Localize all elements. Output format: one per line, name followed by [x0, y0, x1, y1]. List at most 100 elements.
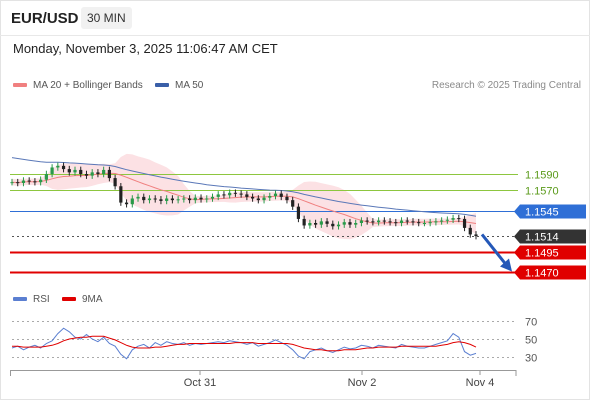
rsi-line	[11, 327, 477, 360]
candle	[273, 190, 278, 200]
candle	[405, 217, 409, 225]
candle	[182, 195, 186, 203]
candle	[451, 214, 455, 223]
candle	[262, 194, 266, 204]
candle-body	[84, 174, 89, 176]
candle	[256, 195, 260, 204]
candle	[216, 191, 220, 201]
candle-body	[256, 198, 260, 201]
candle-body	[16, 182, 20, 184]
level-label-1.1545: 1.1545	[525, 207, 559, 219]
candle	[210, 193, 215, 202]
candle-body	[44, 174, 48, 180]
candle-body	[79, 169, 83, 174]
candle-body	[417, 222, 421, 224]
rsi-9ma-line	[12, 335, 477, 352]
rsi-tick-30: 30	[525, 353, 537, 365]
candle	[222, 191, 226, 199]
candle	[354, 219, 358, 228]
candle-body	[113, 178, 117, 187]
candle-body	[130, 198, 134, 205]
candle-body	[291, 200, 295, 207]
pair-title: EUR/USD	[11, 10, 79, 27]
candle	[159, 196, 163, 205]
candle	[314, 219, 318, 228]
candle-body	[182, 198, 186, 200]
candle-body	[314, 223, 318, 225]
candle-body	[27, 180, 31, 182]
header-divider	[0, 35, 590, 36]
legend-item-rsi: RSI	[13, 294, 50, 305]
candle-body	[462, 218, 467, 228]
level-tag-1.1514	[514, 229, 586, 244]
x-tick-label-1: Nov 2	[348, 377, 377, 389]
candle	[136, 193, 140, 202]
candle-body	[187, 198, 192, 201]
candle	[233, 189, 238, 197]
legend-label-rsi: RSI	[33, 294, 50, 305]
candle	[331, 220, 335, 230]
candle-body	[193, 197, 197, 201]
legend-item-9ma: 9MA	[62, 294, 103, 305]
candle-body	[210, 196, 215, 199]
candle	[21, 177, 26, 187]
candle-body	[170, 198, 174, 201]
candle-body	[342, 222, 346, 225]
candle	[325, 218, 329, 228]
candle	[457, 214, 461, 223]
candle-body	[440, 220, 444, 222]
candle	[359, 217, 364, 227]
x-tick-label-2: Nov 4	[466, 377, 495, 389]
candle	[44, 170, 48, 183]
level-label-1.1495: 1.1495	[525, 248, 559, 260]
candle	[245, 191, 249, 201]
timeframe-button[interactable]: 30 MIN	[81, 7, 132, 29]
candle-body	[354, 223, 358, 225]
level-tag-1.1470	[514, 265, 586, 280]
candle-body	[96, 172, 100, 174]
candle-body	[239, 193, 243, 195]
candle	[365, 217, 369, 225]
candle-body	[21, 180, 26, 183]
candle	[124, 199, 129, 208]
candle	[228, 189, 232, 199]
candle	[39, 176, 43, 186]
candle-body	[50, 167, 54, 174]
level-label-1.1514: 1.1514	[525, 232, 559, 244]
trend-arrow-head	[500, 258, 512, 272]
candle	[394, 218, 398, 227]
candle-body	[67, 169, 71, 173]
legend-swatch-rsi	[13, 297, 27, 302]
candle	[302, 215, 306, 229]
candle-body	[371, 221, 375, 223]
candle	[445, 216, 449, 224]
candle-body	[73, 169, 77, 173]
candle	[79, 166, 83, 178]
candle	[165, 195, 169, 205]
candle	[16, 178, 20, 187]
candle-body	[250, 196, 255, 199]
candle	[388, 218, 392, 226]
candle	[428, 218, 432, 227]
candle	[199, 194, 203, 203]
candle	[170, 195, 174, 204]
candle	[107, 166, 111, 182]
candle-body	[107, 169, 111, 179]
candle	[399, 217, 404, 227]
level-tag-1.1545	[514, 204, 586, 219]
candle-body	[245, 194, 249, 197]
candle-body	[399, 220, 404, 223]
candle	[336, 221, 341, 230]
candle-body	[325, 221, 329, 224]
candle-body	[474, 234, 478, 237]
candle-body	[319, 221, 323, 225]
candle-body	[216, 194, 220, 197]
datetime-label: Monday, November 3, 2025 11:06:47 AM CET	[13, 41, 278, 56]
candle-body	[222, 194, 226, 196]
candle-body	[199, 197, 203, 200]
candle-body	[348, 222, 352, 225]
candle-body	[377, 220, 381, 223]
candle	[84, 170, 89, 179]
candle-body	[159, 199, 163, 201]
candle	[61, 162, 66, 173]
